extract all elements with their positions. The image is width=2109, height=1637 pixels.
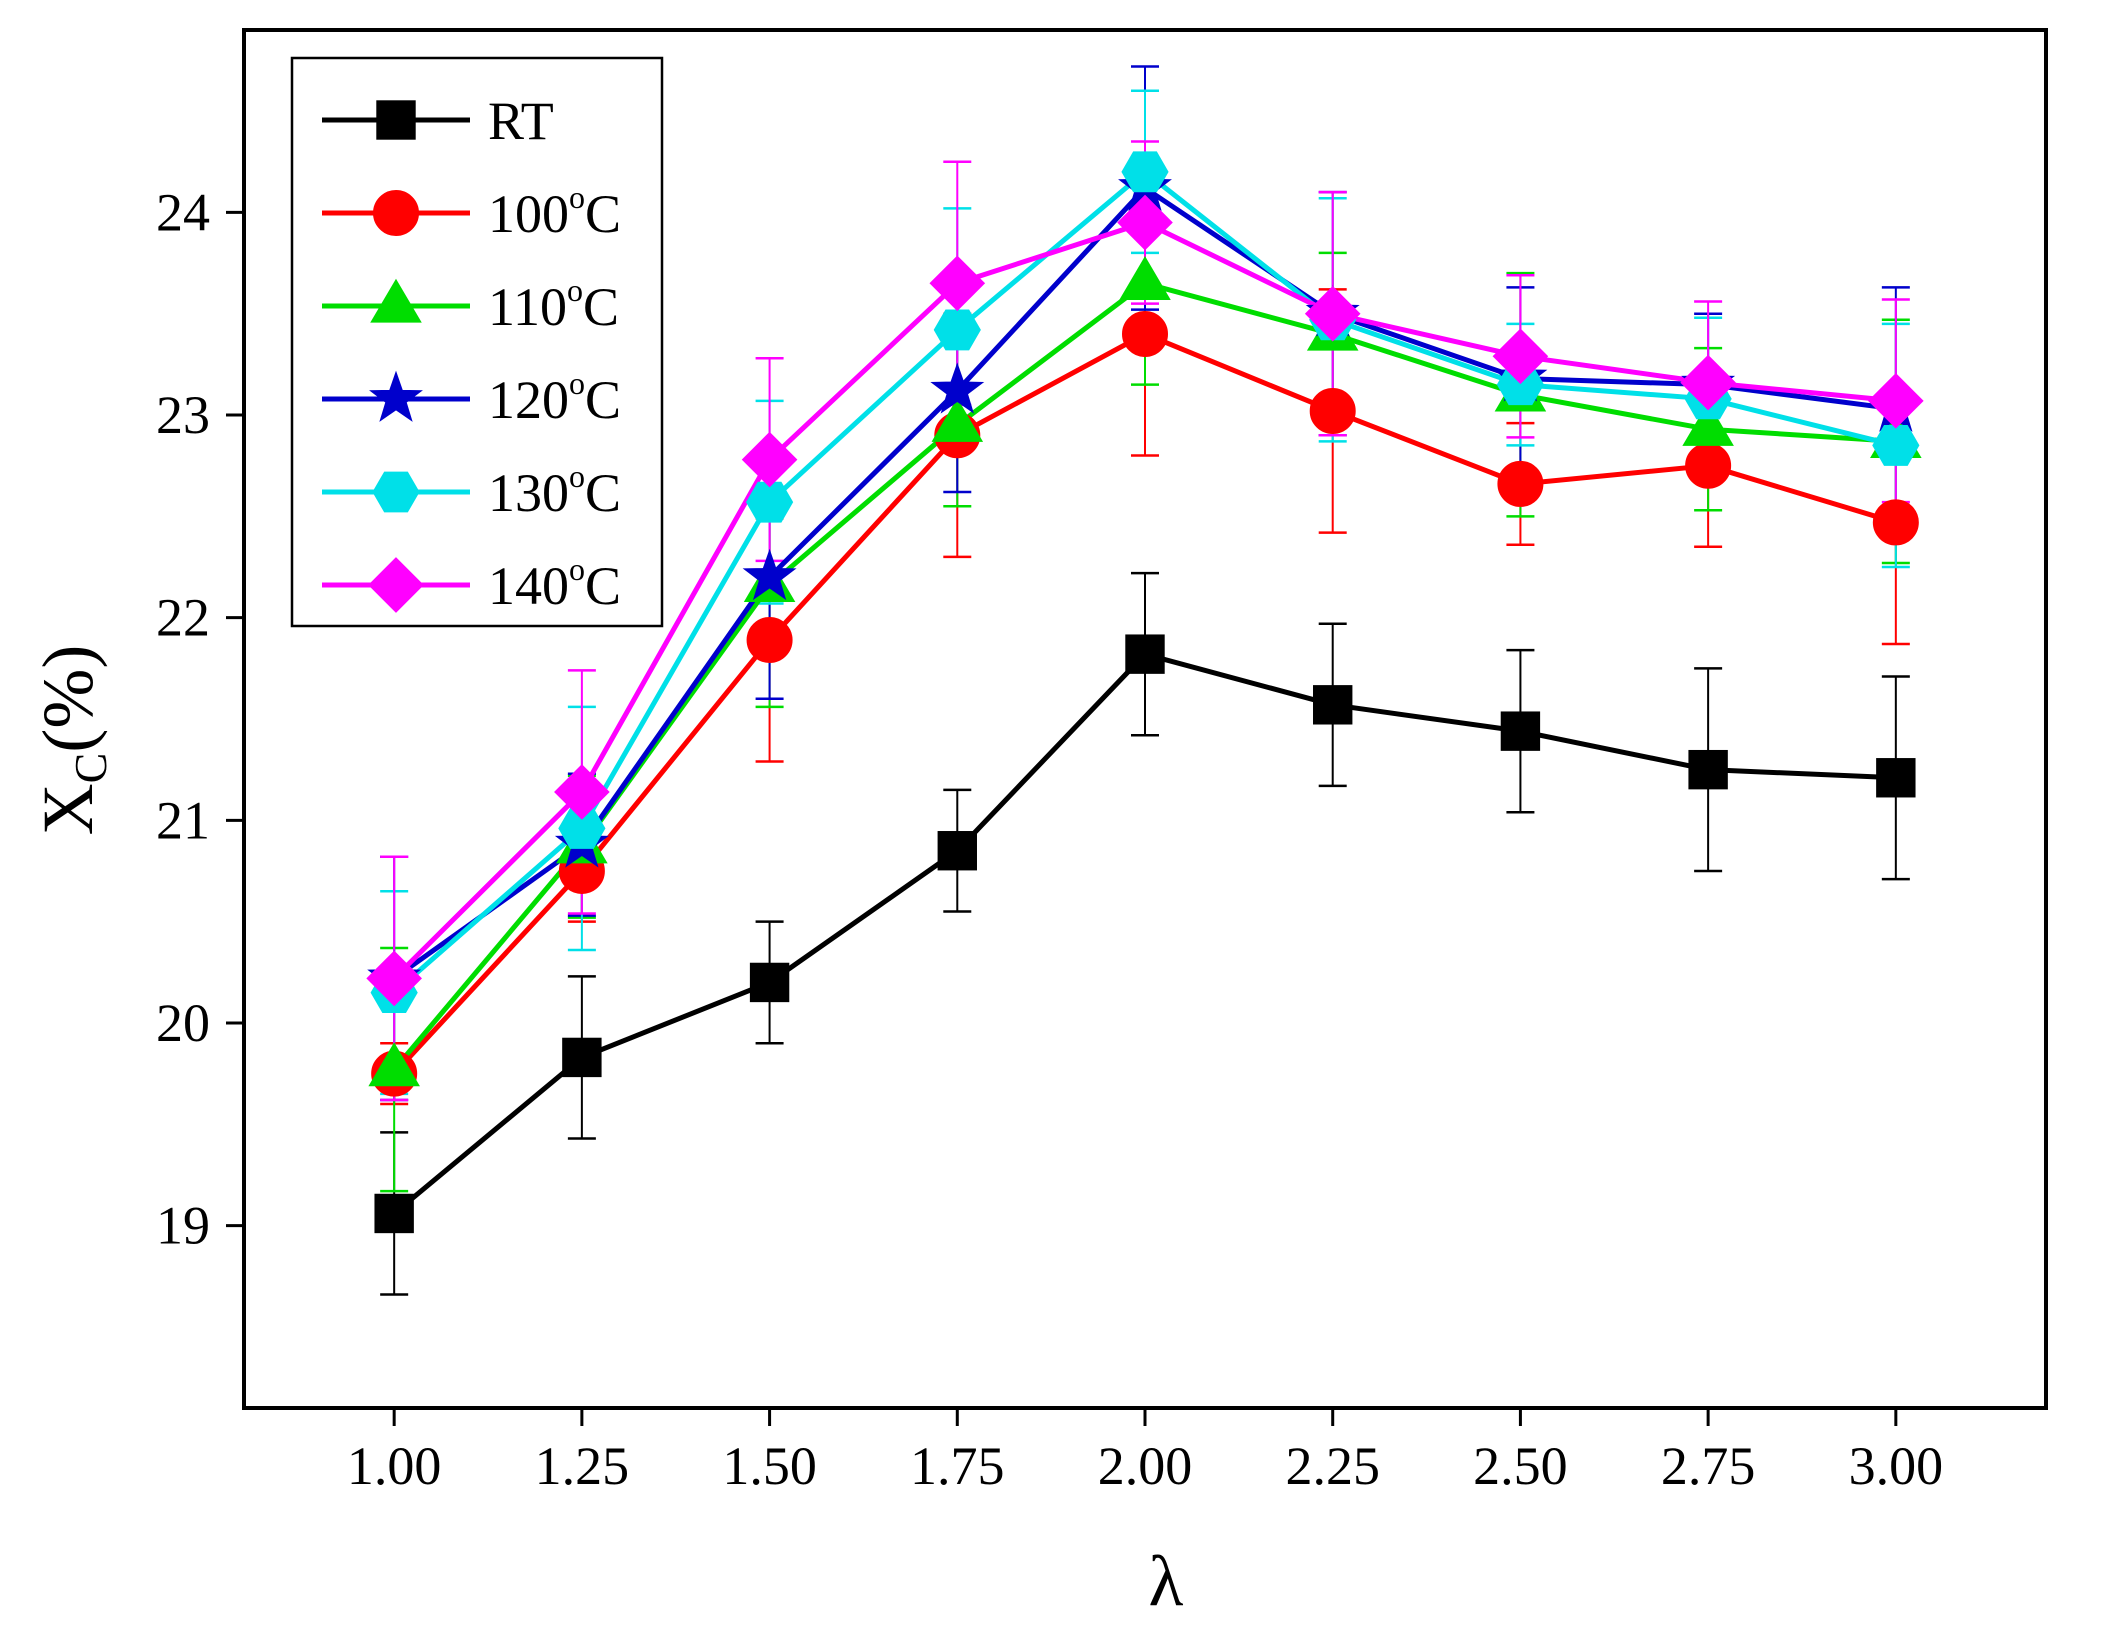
marker-130-c-3 — [933, 309, 981, 351]
marker-140-c-3 — [929, 255, 986, 312]
x-tick-label-8: 3.00 — [1849, 1436, 1944, 1496]
legend-label-100-c: 100oC — [488, 179, 621, 244]
marker-rt-0 — [374, 1193, 414, 1234]
legend-label-main: 100 — [488, 184, 569, 244]
legend-label-main: 110 — [488, 277, 567, 337]
marker-130-c-2 — [745, 481, 794, 523]
legend-box — [290, 56, 664, 628]
marker-rt-1 — [562, 1037, 602, 1078]
marker-140-c-1 — [554, 764, 610, 820]
marker-120-c-3 — [930, 362, 985, 414]
y-tick-label-3: 22 — [156, 588, 210, 648]
marker-100-c-5 — [1309, 387, 1356, 434]
x-tick-label-5: 2.25 — [1285, 1436, 1380, 1496]
legend-label-140-c: 140oC — [488, 551, 621, 616]
x-tick-label-2: 1.50 — [722, 1436, 817, 1496]
marker-100-c-7 — [1685, 442, 1732, 489]
marker-rt-3 — [937, 831, 977, 871]
legend-label-unit: C — [583, 277, 619, 337]
legend-label-rt: RT — [488, 91, 554, 151]
marker-130-c-1 — [558, 807, 606, 849]
x-tick-label-4: 2.00 — [1098, 1436, 1193, 1496]
y-tick-label-5: 24 — [156, 182, 210, 242]
x-tick-label-7: 2.75 — [1661, 1436, 1756, 1496]
marker-100-c-6 — [1497, 460, 1544, 507]
legend-marker-140-c — [368, 557, 424, 613]
x-axis-title: λ — [1149, 1541, 1184, 1621]
y-tick-label-2: 21 — [156, 790, 210, 850]
marker-110-c-4 — [1119, 256, 1171, 300]
x-tick-label-6: 2.50 — [1473, 1436, 1568, 1496]
marker-140-c-2 — [741, 431, 798, 488]
marker-130-c-8 — [1872, 424, 1920, 466]
legend-label-main: 130 — [488, 463, 569, 523]
legend-marker-130-c — [372, 471, 420, 513]
series-line-rt — [392, 651, 1896, 1216]
legend-label-degree: o — [569, 551, 585, 587]
y-axis-title-rest: (%) — [28, 645, 108, 753]
y-axis-title-sub: C — [65, 753, 116, 784]
marker-110-c-0 — [368, 1042, 420, 1087]
marker-120-c-2 — [742, 548, 797, 601]
legend-marker-110-c — [370, 278, 422, 323]
marker-100-c-2 — [746, 616, 793, 663]
y-axis-title: XC(%) — [28, 645, 116, 836]
legend-label-unit: C — [585, 184, 621, 244]
y-tick-label-0: 19 — [156, 1196, 210, 1256]
x-tick-label-0: 1.00 — [347, 1436, 442, 1496]
marker-110-c-3 — [931, 397, 984, 442]
marker-130-c-4 — [1121, 151, 1169, 193]
marker-rt-8 — [1876, 758, 1916, 798]
legend-label-main: 120 — [488, 370, 569, 430]
legend-label-main: 140 — [488, 556, 569, 616]
marker-rt-5 — [1313, 685, 1353, 725]
marker-rt-4 — [1125, 634, 1165, 674]
marker-rt-2 — [749, 962, 790, 1003]
legend-label-degree: o — [569, 365, 585, 401]
marker-140-c-7 — [1680, 354, 1736, 411]
legend-marker-100-c — [373, 190, 419, 236]
x-ticks-layer: 1.00 1.25 1.50 1.75 2.00 2.25 2.50 2.75 3.00 — [347, 1408, 1943, 1496]
y-tick-label-1: 20 — [156, 993, 210, 1053]
legend-label-unit: C — [585, 463, 621, 523]
marker-100-c-8 — [1872, 499, 1919, 546]
marker-140-c-8 — [1868, 373, 1924, 429]
legend-label-main: RT — [488, 91, 554, 151]
legend-label-130-c: 130oC — [488, 458, 621, 523]
marker-rt-7 — [1688, 749, 1728, 790]
legend-label-degree: o — [569, 179, 585, 215]
marker-100-c-4 — [1122, 310, 1168, 357]
legend-label-110-c: 110oC — [488, 272, 619, 337]
legend-marker-rt — [376, 100, 416, 140]
marker-rt-6 — [1500, 711, 1541, 751]
y-tick-label-4: 23 — [156, 385, 210, 445]
legend-label-120-c: 120oC — [488, 365, 621, 430]
legend-label-degree: o — [567, 272, 583, 308]
y-ticks-layer: 19 20 21 22 23 24 — [156, 182, 244, 1256]
marker-140-c-4 — [1117, 194, 1173, 251]
legend-marker-120-c — [369, 370, 423, 422]
legend-label-unit: C — [585, 370, 621, 430]
legend-label-unit: C — [585, 556, 621, 616]
x-tick-label-1: 1.25 — [535, 1436, 630, 1496]
legend-label-degree: o — [569, 458, 585, 494]
y-axis-title-base: X — [28, 783, 108, 835]
marker-140-c-5 — [1304, 285, 1361, 342]
marker-140-c-0 — [366, 950, 422, 1007]
x-tick-label-3: 1.75 — [910, 1436, 1005, 1496]
series-markers-layer — [366, 151, 1924, 1234]
marker-140-c-6 — [1492, 328, 1549, 385]
marker-110-c-7 — [1682, 401, 1734, 446]
